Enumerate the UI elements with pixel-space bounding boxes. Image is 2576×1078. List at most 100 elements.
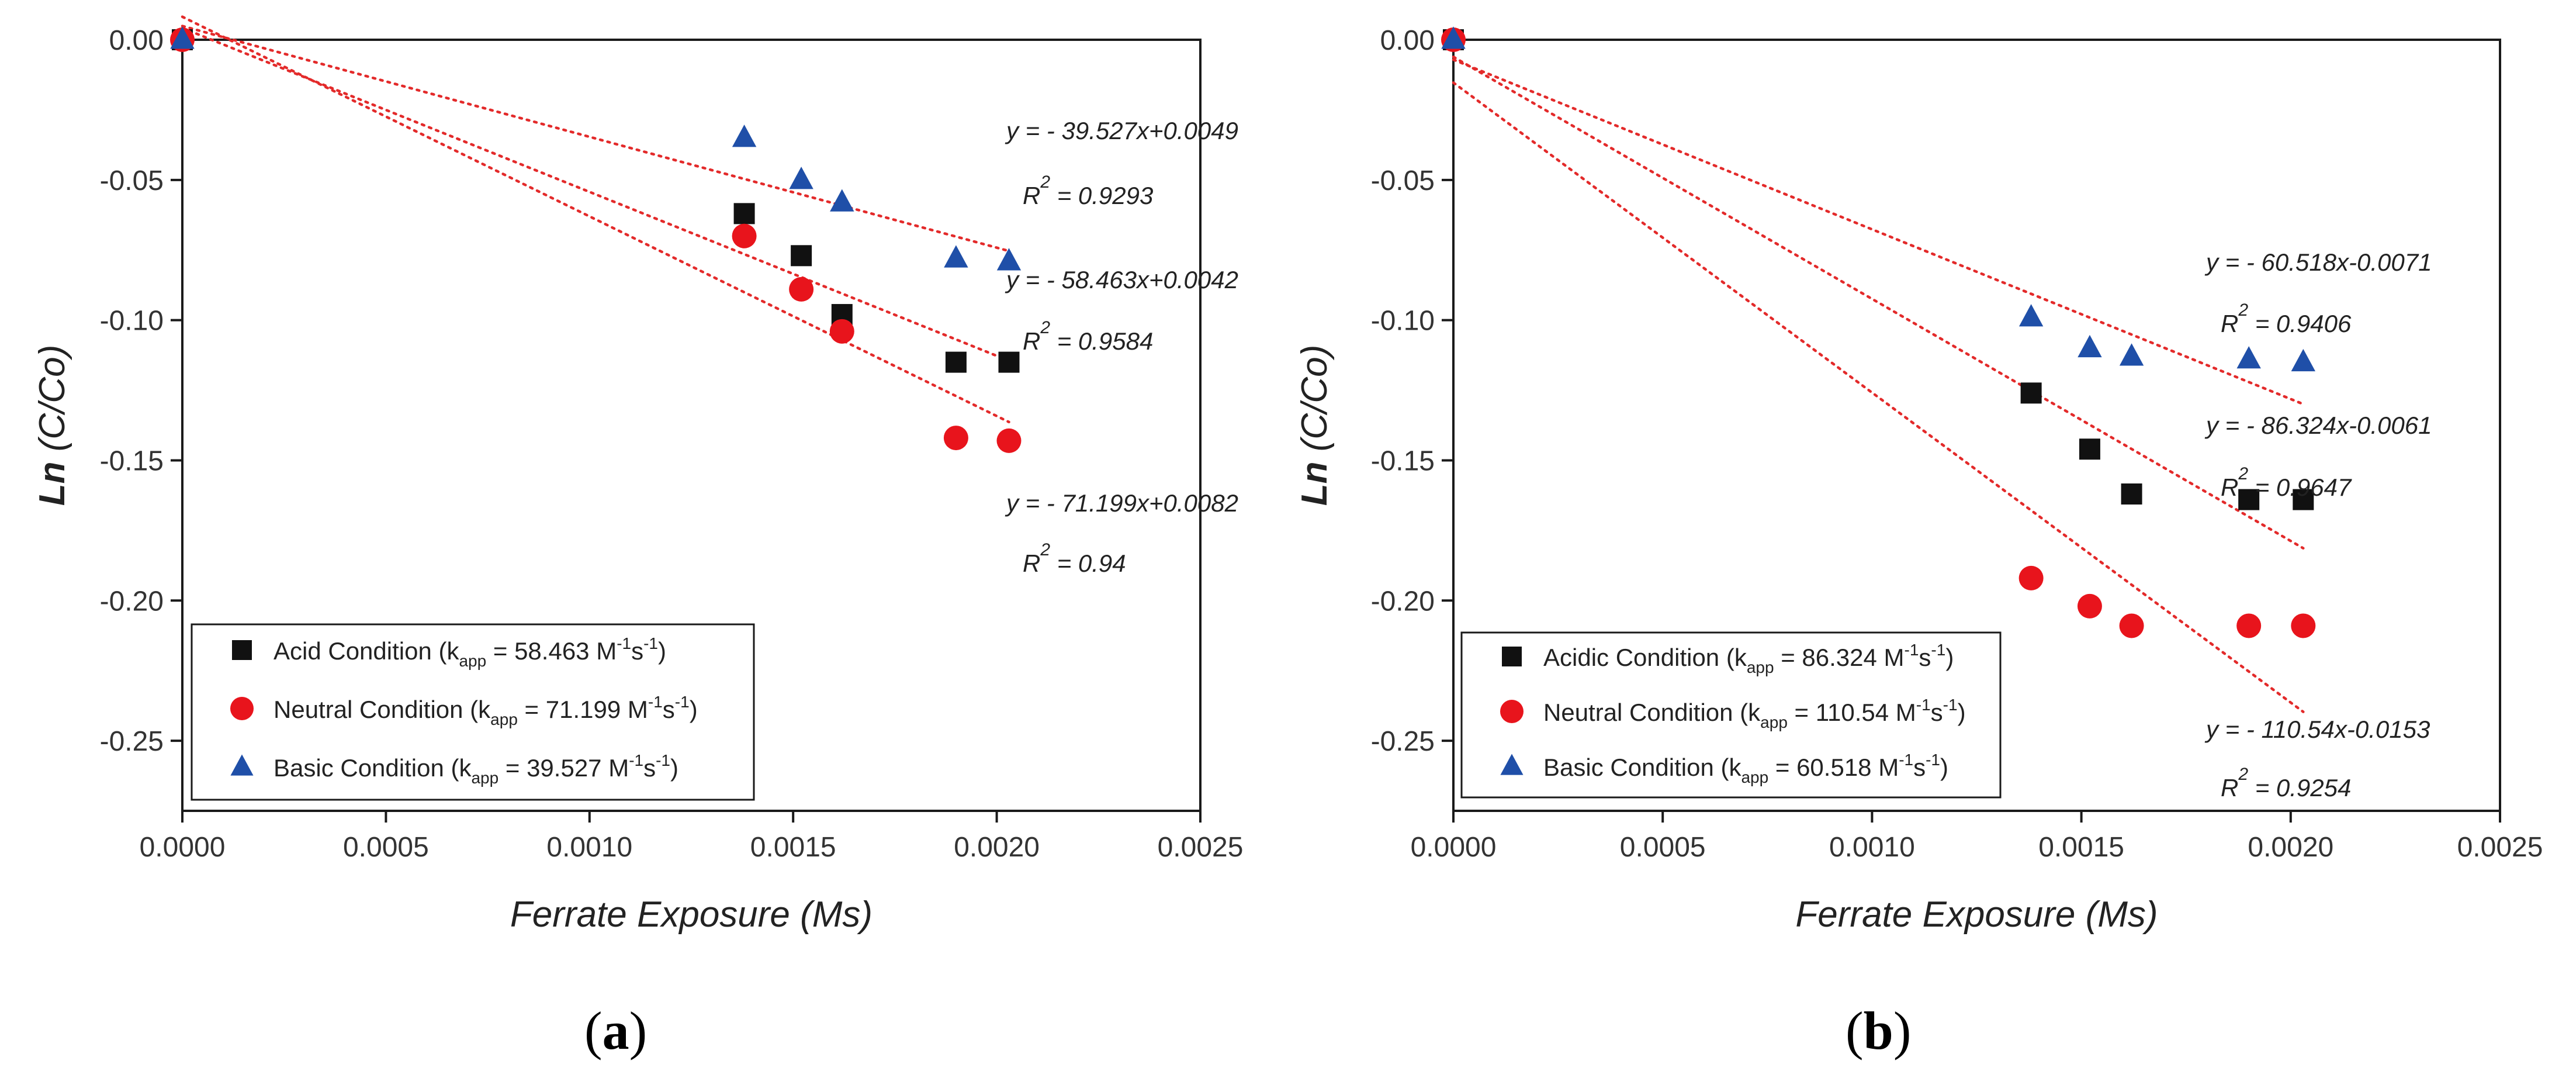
chart-b: 0.0000 0.0005 0.0010 0.0015 0.0020 0.0025 0.00…	[1294, 25, 2543, 935]
legend-pre-a-2: Basic Condition (k	[273, 754, 472, 782]
data-point-b-1-3	[2119, 613, 2144, 638]
x-tick-label-b-0: 0.0000	[1411, 832, 1497, 863]
r-squared-prefix-b-1: R	[2221, 774, 2238, 801]
caption-a: (a)	[584, 1000, 647, 1062]
equation-b-2: y = - 60.518x-0.0071	[2204, 248, 2432, 276]
legend-s-b-1: s	[1931, 699, 1943, 726]
r-squared-value-b-1: = 0.9254	[2248, 774, 2351, 801]
y-tick-label-a-5: -0.25	[100, 726, 164, 757]
x-axis-label-b: Ferrate Exposure (Ms)	[1795, 894, 2158, 935]
equation-a-0: y = - 58.463x+0.0042	[1005, 266, 1238, 293]
r-squared-prefix-a-1: R	[1023, 550, 1040, 577]
data-point-b-0-2	[2079, 438, 2100, 460]
legend-mid-b-2: = 60.518 M	[1768, 754, 1899, 781]
x-tick-label-b-2: 0.0010	[1829, 832, 1915, 863]
legend-sup1-a-1: -1	[648, 693, 663, 711]
r-squared-value-b-0: = 0.9647	[2248, 474, 2352, 501]
plot-frame-a	[181, 39, 1202, 812]
x-tick-label-a-4: 0.0020	[954, 832, 1040, 863]
equation-a-1: y = - 71.199x+0.0082	[1005, 489, 1238, 517]
legend-sup2-a-0: -1	[643, 634, 658, 652]
y-axis-label-rest-a: (C/Co)	[32, 345, 72, 462]
legend-sup1-b-1: -1	[1916, 696, 1931, 714]
plot-frame-b	[1452, 39, 2501, 812]
legend-s-a-2: s	[643, 754, 656, 782]
y-tick-label-b-3: -0.15	[1371, 445, 1435, 476]
x-tick-label-b-1: 0.0005	[1620, 832, 1706, 863]
data-point-a-2-3	[830, 189, 854, 212]
legend-label-b-1: Neutral Condition (kapp = 110.54 M-1s-1)	[1543, 696, 1966, 731]
data-point-a-1-1	[732, 223, 757, 248]
legend-mid-a-0: = 58.463 M	[486, 637, 617, 665]
r-squared-exp-b-2: 2	[2238, 300, 2248, 320]
y-axis-label-a: Ln (C/Co)	[32, 345, 72, 506]
y-tick-label-a-3: -0.15	[100, 445, 164, 476]
fit-line-b-0	[1452, 56, 2305, 550]
legend-box-a	[191, 623, 755, 801]
legend-mid-b-1: = 110.54 M	[1788, 699, 1916, 726]
data-point-a-1-3	[829, 319, 854, 344]
r-squared-a-0: R2 = 0.9584	[1023, 318, 1153, 355]
data-point-b-0-5	[2293, 489, 2314, 510]
data-point-b-2-1	[2018, 304, 2044, 327]
data-point-b-2-0	[1441, 26, 1466, 49]
caption-b-open: (	[1846, 1001, 1864, 1060]
fit-line-a-1	[181, 15, 1010, 424]
y-axis-label-ln-b: Ln	[1294, 462, 1335, 506]
x-tick-label-a-0: 0.0000	[140, 832, 226, 863]
legend-mid-a-2: = 39.527 M	[498, 754, 629, 782]
legend-sub-a-1: app	[490, 710, 518, 728]
caption-b-close: )	[1893, 1001, 1912, 1060]
legend-post-a-1: )	[690, 696, 698, 723]
equation-b-0: y = - 86.324x-0.0061	[2204, 412, 2432, 439]
x-tick-label-b-3: 0.0015	[2038, 832, 2124, 863]
y-tick-label-a-0: 0.00	[109, 25, 164, 56]
y-axis-label-rest-b: (C/Co)	[1294, 345, 1335, 462]
x-tick-label-a-2: 0.0010	[546, 832, 632, 863]
legend-marker-b-2	[1500, 754, 1524, 775]
legend-pre-b-1: Neutral Condition (k	[1543, 699, 1761, 726]
data-point-b-0-3	[2121, 483, 2142, 505]
r-squared-a-2: R2 = 0.9293	[1023, 172, 1153, 209]
data-point-b-2-3	[2119, 343, 2144, 366]
y-tick-label-b-4: -0.20	[1371, 586, 1435, 617]
legend-label-a-0: Acid Condition (kapp = 58.463 M-1s-1)	[273, 634, 666, 670]
r-squared-value-a-0: = 0.9584	[1050, 327, 1153, 355]
x-tick-label-b-4: 0.0020	[2248, 832, 2333, 863]
data-point-a-2-4	[944, 245, 968, 268]
data-point-b-1-4	[2236, 613, 2262, 638]
equation-a-2: y = - 39.527x+0.0049	[1005, 117, 1238, 144]
data-point-b-2-5	[2291, 348, 2315, 372]
x-tick-label-a-1: 0.0005	[343, 832, 429, 863]
r-squared-prefix-a-0: R	[1023, 327, 1040, 355]
r-squared-exp-a-2: 2	[1040, 172, 1050, 192]
legend-marker-b-1	[1500, 700, 1524, 723]
legend-s-a-0: s	[631, 637, 643, 665]
r-squared-exp-b-0: 2	[2238, 464, 2248, 483]
legend-label-a-1: Neutral Condition (kapp = 71.199 M-1s-1)	[273, 693, 698, 728]
data-point-a-2-5	[996, 248, 1022, 271]
legend-sup1-a-2: -1	[629, 751, 643, 769]
r-squared-exp-b-1: 2	[2238, 765, 2248, 784]
legend-sup2-b-2: -1	[1926, 751, 1940, 769]
x-tick-label-a-5: 0.0025	[1158, 832, 1244, 863]
y-tick-label-b-5: -0.25	[1371, 726, 1435, 757]
caption-a-letter: a	[602, 1001, 629, 1060]
r-squared-value-a-1: = 0.94	[1050, 550, 1126, 577]
data-point-a-1-5	[996, 428, 1022, 453]
data-point-b-0-4	[2238, 489, 2260, 510]
legend-sub-a-0: app	[459, 652, 486, 670]
legend-sub-a-2: app	[471, 769, 498, 787]
data-point-b-2-4	[2236, 346, 2261, 369]
legend-sub-b-2: app	[1741, 768, 1768, 786]
caption-b-letter: b	[1863, 1001, 1893, 1060]
legend-post-a-0: )	[658, 637, 666, 665]
legend-mid-b-0: = 86.324 M	[1774, 644, 1905, 671]
data-point-a-0-1	[733, 203, 755, 224]
data-point-a-0-2	[791, 245, 812, 267]
caption-a-open: (	[584, 1001, 603, 1060]
legend-sup2-a-2: -1	[656, 751, 670, 769]
r-squared-value-b-2: = 0.9406	[2248, 310, 2352, 337]
data-point-a-1-2	[789, 277, 814, 302]
